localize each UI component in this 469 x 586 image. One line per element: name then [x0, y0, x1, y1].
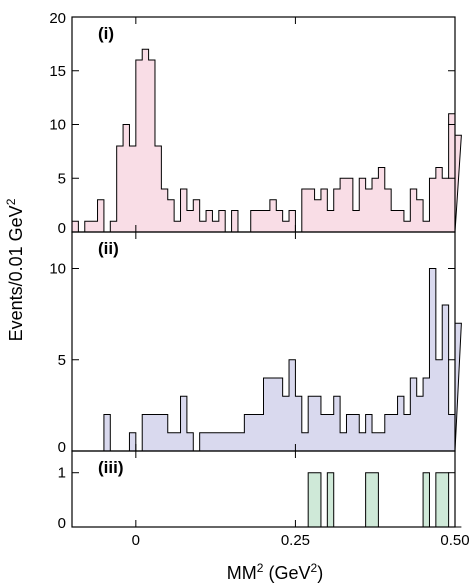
- panel-frame-3: [71, 450, 456, 528]
- histogram-outline-1: [71, 48, 462, 233]
- histogram-fill-2: [72, 268, 462, 451]
- histogram-outline-3: [72, 472, 462, 528]
- y-tick-label: 15: [49, 63, 66, 80]
- histogram-outline-2: [72, 268, 462, 452]
- x-axis: 0 0.25 0.50: [132, 532, 469, 549]
- y-axis-title: Events/0.01 GeV2: [4, 198, 26, 341]
- x-axis-title: MM2 (GeV2): [227, 561, 323, 583]
- histogram-fill-1: [72, 49, 462, 232]
- panel-ii: 0 5 10 (ii): [49, 231, 462, 456]
- y-tick-label: 0: [58, 439, 66, 456]
- panel-iii: 0 1 (iii): [58, 450, 462, 532]
- y-tick-label: 1: [58, 465, 66, 482]
- panel-label-1: (i): [98, 24, 114, 43]
- y-tick-label: 20: [49, 10, 66, 27]
- y-tick-label: 5: [58, 352, 66, 369]
- panel-label-2: (ii): [98, 239, 119, 258]
- panel-i: 0 5 10 15 20 (i): [49, 10, 462, 237]
- y-tick-label: 5: [58, 170, 66, 187]
- panel-label-3: (iii): [98, 458, 124, 477]
- y-tick-label: 0: [58, 220, 66, 237]
- histogram-fill-3: [72, 472, 462, 527]
- x-tick-label: 0.50: [440, 532, 469, 549]
- y-tick-label: 10: [49, 117, 66, 134]
- y-tick-label: 10: [49, 261, 66, 278]
- x-tick-label: 0.25: [281, 532, 310, 549]
- y-tick-label: 0: [58, 515, 66, 532]
- x-tick-label: 0: [132, 532, 140, 549]
